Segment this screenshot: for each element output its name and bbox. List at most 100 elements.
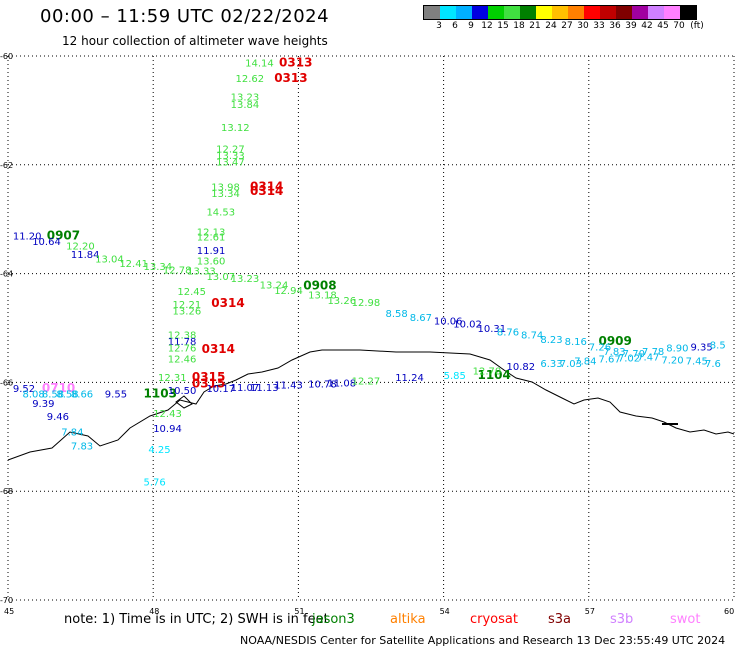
axis-labels: -60 -62 -64 -66 -68 -70 45 48 51 54 57 60	[0, 52, 734, 616]
wave-height-value: 5.85	[444, 371, 466, 382]
legend-swatch	[472, 6, 488, 19]
legend-swatch	[632, 6, 648, 19]
page-subtitle: 12 hour collection of altimeter wave hei…	[62, 34, 328, 48]
wave-height-value: 7.83	[603, 347, 625, 358]
wave-height-value: 13.34	[144, 262, 173, 273]
pass-time-label: 0909	[598, 334, 631, 348]
legend-label: 15	[497, 21, 509, 31]
wave-height-value: 12.31	[158, 373, 187, 384]
wave-height-value: 11.08	[327, 378, 356, 389]
wave-height-value: 8.76	[497, 327, 519, 338]
wave-height-value: 12.21	[173, 300, 202, 311]
pass-time-label: 0313	[274, 71, 307, 85]
lat-label: -60	[0, 52, 13, 61]
wave-height-value: 10.82	[507, 362, 536, 373]
wave-height-value: 10.06	[434, 316, 463, 327]
wave-height-value: 7.20	[661, 356, 683, 367]
wave-height-value: 12.43	[153, 409, 182, 420]
wave-height-value: 11.13	[250, 383, 279, 394]
legend-swatch	[584, 6, 600, 19]
lon-label: 57	[585, 607, 595, 616]
legend-swatch	[456, 6, 472, 19]
wave-height-value: 11.78	[168, 337, 197, 348]
wave-height-value: 13.23	[231, 92, 260, 103]
legend-label: 24	[545, 21, 557, 31]
legend-label: 39	[625, 21, 637, 31]
legend-label: 9	[468, 21, 474, 31]
legend-swatch	[536, 6, 552, 19]
wave-height-value: 11.43	[274, 381, 303, 392]
wave-height-value: 12.62	[235, 74, 264, 85]
wave-height-value: 8.90	[666, 344, 688, 355]
legend-label: 27	[561, 21, 573, 31]
pass-time-label: 0314	[211, 296, 244, 310]
pass-time-label: 0313	[279, 56, 312, 70]
satellite-label-jason3: jason3	[312, 612, 355, 627]
legend-swatch	[600, 6, 616, 19]
wave-height-value: 9.39	[32, 399, 54, 410]
wave-height-value: 11.91	[197, 246, 226, 257]
satellite-label-altika: altika	[390, 612, 426, 627]
wave-height-value: 13.33	[187, 266, 216, 277]
wave-height-value: 11.20	[13, 232, 42, 243]
legend-label: 3	[436, 21, 442, 31]
color-scale-legend: 3 6 9 12 15 18 21 24 27 30 33 36 39 42 45 70 (ft)	[423, 5, 704, 32]
wave-height-value: 10.02	[453, 320, 482, 331]
wave-height-value: 8.58	[386, 309, 408, 320]
wave-height-value: 14.53	[206, 208, 235, 219]
wave-height-value: 8.08	[23, 389, 45, 400]
credit-line: NOAA/NESDIS Center for Satellite Applica…	[240, 634, 726, 647]
wave-height-value: 13.98	[211, 183, 240, 194]
wave-height-value: 13.12	[221, 123, 250, 134]
wave-height-value: 8.5	[710, 340, 726, 351]
wave-height-value: 8.67	[410, 313, 432, 324]
pass-time-label: 0907	[47, 229, 80, 243]
lon-label: 60	[724, 607, 734, 616]
legend-label: 21	[529, 21, 541, 31]
wave-height-value: 11.07	[231, 383, 260, 394]
legend-label: 70	[673, 21, 685, 31]
pass-time-label: 0315	[192, 370, 225, 384]
wave-height-value: 13.84	[231, 100, 260, 111]
island-path	[175, 395, 193, 409]
lat-label: -70	[0, 596, 13, 605]
satellite-label-s3b: s3b	[610, 612, 634, 627]
wave-height-value: 14.14	[245, 59, 274, 70]
wave-height-value: 12.76	[168, 344, 197, 355]
wave-height-value: 12.27	[352, 376, 381, 387]
pass-time-label: 1104	[477, 368, 510, 382]
wave-height-value: 13.18	[308, 290, 337, 301]
wave-height-value: 12.70	[473, 367, 502, 378]
note-text: note: 1) Time is in UTC; 2) SWH is in fe…	[64, 612, 329, 627]
legend-swatch	[520, 6, 536, 19]
wave-height-value: 6.33	[540, 359, 562, 370]
legend-label: 6	[452, 21, 458, 31]
page-title: 00:00 – 11:59 UTC 02/22/2024	[40, 6, 330, 27]
legend-swatch	[552, 6, 568, 19]
legend-swatch	[648, 6, 664, 19]
wave-height-value: 4.25	[148, 445, 170, 456]
wave-height-value: 7.70	[623, 349, 645, 360]
wave-height-value: 11.84	[71, 250, 100, 261]
lat-label: -62	[0, 161, 13, 170]
legend-swatch	[664, 6, 680, 19]
legend-swatch	[504, 6, 520, 19]
coastline-path	[7, 349, 735, 461]
wave-height-value: 8.58	[56, 389, 78, 400]
wave-height-value: 12.45	[177, 287, 206, 298]
wave-height-value: 13.26	[327, 296, 356, 307]
lon-label: 45	[4, 607, 14, 616]
wave-height-value: 8.58	[42, 389, 64, 400]
satellite-label-swot: swot	[670, 612, 701, 627]
wave-height-value: 10.17	[206, 384, 235, 395]
legend-color-bar	[423, 5, 697, 20]
legend-label: 42	[641, 21, 653, 31]
wave-height-value: 13.04	[95, 254, 124, 265]
wave-height-value: 7.03	[560, 359, 582, 370]
pass-time-label: 0908	[303, 279, 336, 293]
wave-height-value: 12.46	[168, 355, 197, 366]
legend-swatch	[680, 6, 696, 19]
wave-height-value: 13.47	[216, 158, 245, 169]
